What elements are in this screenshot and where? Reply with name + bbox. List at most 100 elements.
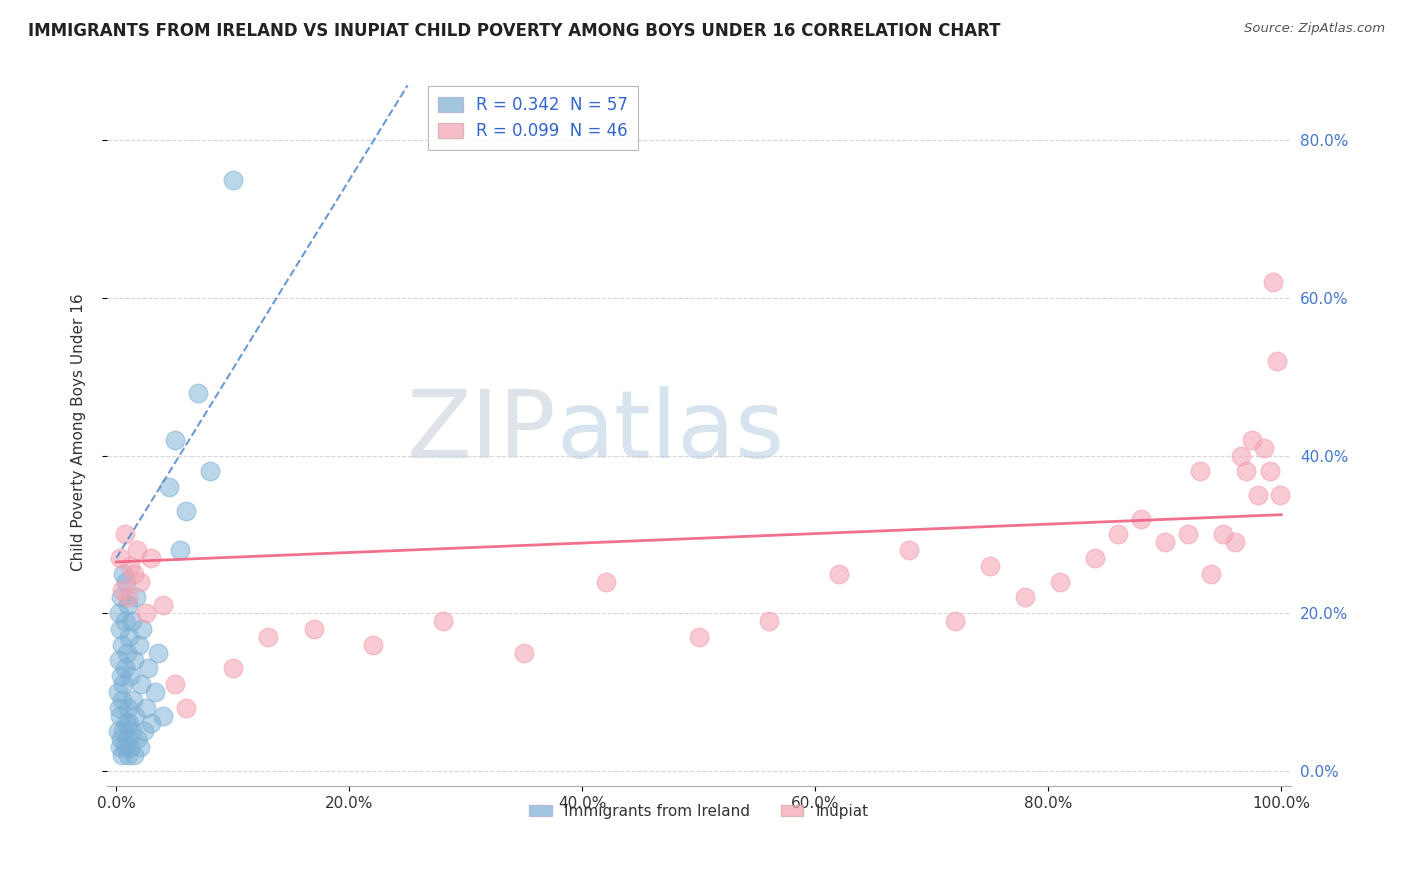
- Point: [127, 543, 149, 558]
- Point: [111, 693, 134, 707]
- Point: [174, 504, 197, 518]
- Text: IMMIGRANTS FROM IRELAND VS INUPIAT CHILD POVERTY AMONG BOYS UNDER 16 CORRELATION: IMMIGRANTS FROM IRELAND VS INUPIAT CHILD…: [28, 22, 1001, 40]
- Point: [1265, 354, 1288, 368]
- Point: [1107, 527, 1129, 541]
- Point: [120, 740, 142, 755]
- Point: [117, 700, 139, 714]
- Point: [304, 622, 326, 636]
- Point: [110, 591, 132, 605]
- Text: ZIP: ZIP: [408, 386, 557, 478]
- Point: [114, 574, 136, 589]
- Point: [131, 622, 153, 636]
- Point: [198, 464, 221, 478]
- Point: [1268, 488, 1291, 502]
- Point: [121, 724, 143, 739]
- Point: [108, 551, 131, 566]
- Point: [152, 708, 174, 723]
- Point: [1177, 527, 1199, 541]
- Point: [118, 630, 141, 644]
- Point: [152, 599, 174, 613]
- Point: [1201, 566, 1223, 581]
- Point: [108, 622, 131, 636]
- Point: [1261, 275, 1284, 289]
- Point: [112, 724, 135, 739]
- Point: [118, 716, 141, 731]
- Point: [1212, 527, 1234, 541]
- Text: Source: ZipAtlas.com: Source: ZipAtlas.com: [1244, 22, 1385, 36]
- Point: [115, 732, 138, 747]
- Point: [157, 480, 180, 494]
- Point: [111, 747, 134, 762]
- Point: [1241, 433, 1264, 447]
- Point: [114, 614, 136, 628]
- Point: [1253, 441, 1275, 455]
- Point: [256, 630, 278, 644]
- Point: [897, 543, 920, 558]
- Point: [112, 677, 135, 691]
- Point: [141, 716, 163, 731]
- Point: [513, 646, 536, 660]
- Point: [125, 591, 148, 605]
- Point: [108, 708, 131, 723]
- Point: [127, 732, 149, 747]
- Point: [117, 747, 139, 762]
- Point: [122, 566, 145, 581]
- Point: [122, 653, 145, 667]
- Point: [1084, 551, 1107, 566]
- Point: [163, 433, 186, 447]
- Point: [136, 661, 159, 675]
- Point: [107, 653, 129, 667]
- Point: [187, 385, 209, 400]
- Point: [128, 740, 150, 755]
- Point: [174, 700, 197, 714]
- Point: [134, 724, 156, 739]
- Point: [114, 527, 136, 541]
- Point: [115, 646, 138, 660]
- Point: [688, 630, 710, 644]
- Point: [979, 558, 1001, 573]
- Point: [111, 582, 134, 597]
- Point: [148, 646, 170, 660]
- Point: [1258, 464, 1281, 478]
- Point: [112, 566, 135, 581]
- Point: [1014, 591, 1036, 605]
- Point: [110, 732, 132, 747]
- Point: [124, 708, 146, 723]
- Point: [758, 614, 780, 628]
- Point: [120, 669, 142, 683]
- Point: [222, 173, 245, 187]
- Point: [1229, 449, 1251, 463]
- Point: [128, 638, 150, 652]
- Y-axis label: Child Poverty Among Boys Under 16: Child Poverty Among Boys Under 16: [72, 293, 86, 571]
- Point: [169, 543, 191, 558]
- Point: [1223, 535, 1246, 549]
- Legend: Immigrants from Ireland, Inupiat: Immigrants from Ireland, Inupiat: [523, 797, 875, 825]
- Point: [107, 606, 129, 620]
- Point: [110, 669, 132, 683]
- Point: [122, 747, 145, 762]
- Point: [827, 566, 849, 581]
- Point: [121, 693, 143, 707]
- Point: [143, 685, 166, 699]
- Point: [141, 551, 163, 566]
- Point: [108, 740, 131, 755]
- Point: [1188, 464, 1211, 478]
- Point: [432, 614, 454, 628]
- Point: [111, 638, 134, 652]
- Point: [114, 661, 136, 675]
- Point: [117, 591, 139, 605]
- Text: atlas: atlas: [557, 386, 785, 478]
- Point: [163, 677, 186, 691]
- Point: [107, 685, 129, 699]
- Point: [107, 724, 129, 739]
- Point: [1049, 574, 1071, 589]
- Point: [114, 716, 136, 731]
- Point: [1130, 511, 1153, 525]
- Point: [943, 614, 966, 628]
- Point: [120, 558, 142, 573]
- Point: [114, 740, 136, 755]
- Point: [134, 700, 156, 714]
- Point: [107, 700, 129, 714]
- Point: [134, 606, 156, 620]
- Point: [117, 599, 139, 613]
